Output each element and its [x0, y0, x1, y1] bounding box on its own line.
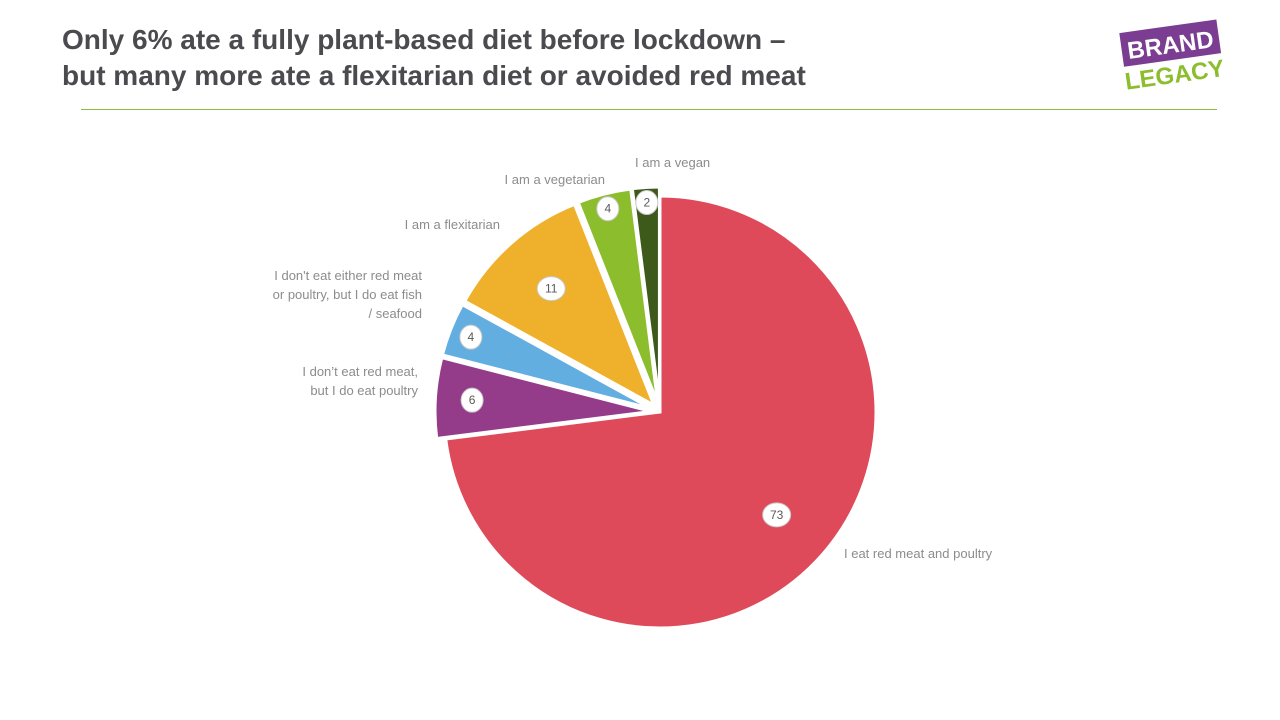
slice-5-category-label: I am a vegetarian	[505, 172, 605, 187]
slice-5-value-badge	[596, 196, 620, 222]
slice-6-value-badge	[635, 190, 659, 216]
slice-1-value-label: 73	[770, 508, 784, 522]
slice-1-category-label: I eat red meat and poultry	[844, 546, 993, 561]
slice-4	[462, 202, 657, 409]
slice-4-value-badge	[536, 276, 566, 302]
title-line-1: Only 6% ate a fully plant-based diet bef…	[62, 24, 786, 55]
slice-2-category-label: I don’t eat red meat, but I do eat poultr…	[302, 364, 418, 398]
slice-6-category-label: I am a vegan	[635, 155, 710, 170]
slice-5	[576, 187, 660, 404]
page-title: Only 6% ate a fully plant-based diet bef…	[62, 22, 1062, 94]
slice-6	[630, 185, 661, 404]
slice-3-category-label: I don't eat either red meat or poultry, b…	[273, 268, 423, 321]
slice-2-value-label: 6	[469, 393, 476, 407]
slice-1-value-badge	[762, 502, 792, 528]
slice-5-value-label: 4	[604, 202, 611, 216]
title-divider	[81, 109, 1217, 110]
slice-2-value-badge	[460, 387, 484, 413]
slice-4-value-label: 11	[545, 282, 558, 296]
brand-legacy-logo: BRAND LEGACY	[1117, 8, 1227, 104]
title-line-2: but many more ate a flexitarian diet or …	[62, 60, 806, 91]
slice-4-category-label: I am a flexitarian	[405, 217, 500, 232]
slice-3	[440, 302, 653, 411]
slice-6-value-label: 2	[643, 196, 650, 210]
slice-3-value-label: 4	[468, 330, 475, 344]
slice-3-value-badge	[459, 324, 483, 350]
slice-2	[433, 355, 652, 441]
